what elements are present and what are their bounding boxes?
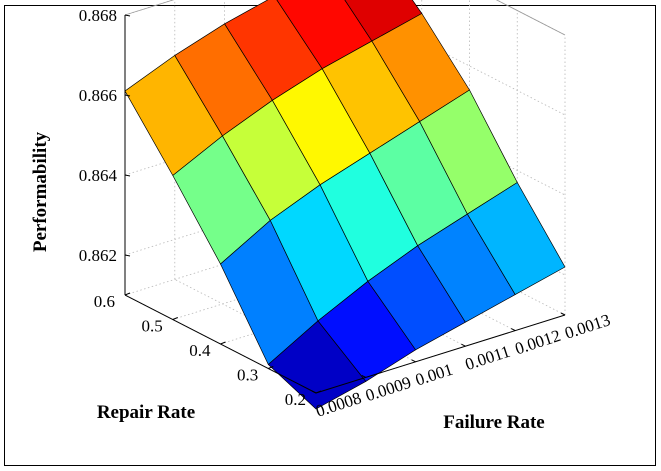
x-tick xyxy=(510,328,516,332)
z-tick-label: 0.864 xyxy=(79,166,118,185)
y-tick xyxy=(124,292,131,296)
x-tick xyxy=(411,359,416,363)
z-tick xyxy=(124,254,131,257)
surface-patch xyxy=(467,182,566,295)
x-tick xyxy=(311,390,317,394)
z-tick xyxy=(124,174,131,177)
tick-layer: 0.8620.8640.8660.8680.20.30.40.50.60.000… xyxy=(79,6,613,421)
x-tick xyxy=(461,343,466,347)
z-tick-label: 0.868 xyxy=(79,6,117,25)
box-edge xyxy=(495,0,566,36)
y-tick-label: 0.4 xyxy=(189,341,211,360)
x-tick-label: 0.001 xyxy=(413,360,455,390)
y-tick-label: 0.2 xyxy=(285,390,306,409)
z-tick xyxy=(124,94,131,97)
x-tick-label: 0.0011 xyxy=(463,342,513,374)
y-tick-label: 0.5 xyxy=(142,317,163,336)
y-tick xyxy=(315,390,322,394)
x-tick xyxy=(361,374,367,378)
x-tick-label: 0.0013 xyxy=(562,310,612,343)
surface-layer xyxy=(124,0,566,410)
y-tick xyxy=(220,341,226,345)
x-axis-line xyxy=(315,314,566,394)
z-tick-label: 0.862 xyxy=(79,246,117,265)
box-edge xyxy=(124,0,175,16)
y-tick-label: 0.6 xyxy=(94,292,115,311)
x-axis-label: Failure Rate xyxy=(443,412,545,433)
y-tick-label: 0.3 xyxy=(237,366,258,385)
z-tick-label: 0.866 xyxy=(79,86,117,105)
y-tick xyxy=(268,366,274,369)
x-tick xyxy=(560,312,566,316)
y-tick xyxy=(172,317,178,320)
y-axis-label: Repair Rate xyxy=(97,402,195,423)
z-axis-label: Performability xyxy=(30,131,51,252)
z-tick xyxy=(124,14,131,17)
x-tick-label: 0.0012 xyxy=(513,326,563,359)
